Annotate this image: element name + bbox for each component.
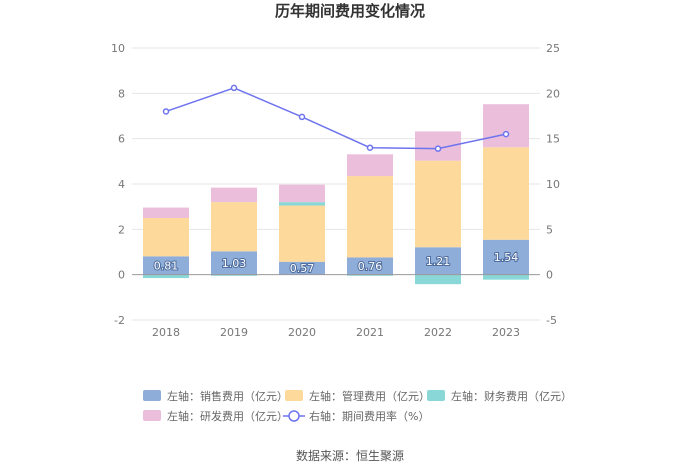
- rate-point-2022: [434, 145, 442, 152]
- right-tick-label: 20: [546, 87, 560, 100]
- bar-value-label: 0.57: [290, 262, 315, 275]
- bar-1-2019: [211, 202, 257, 252]
- legend-point-swatch: [288, 410, 300, 422]
- bar-2-2018: [143, 274, 189, 279]
- bar-1-2018: [143, 218, 189, 257]
- bar-0-2018: [143, 256, 189, 275]
- data-source: 数据来源：恒生聚源: [296, 448, 404, 463]
- left-tick-label: 2: [118, 223, 125, 236]
- bar-0-2021: [347, 257, 393, 275]
- rate-point-2019: [230, 84, 238, 92]
- legend-label: 左轴：管理费用（亿元）: [309, 389, 430, 403]
- bar-3-2023: [483, 104, 529, 148]
- rate-line: [165, 87, 507, 150]
- right-tick-label: 0: [546, 269, 553, 282]
- right-tick-label: 10: [546, 178, 560, 191]
- bar-1-2021: [347, 176, 393, 258]
- bar-1-2020: [279, 205, 325, 262]
- legend-label: 左轴：财务费用（亿元）: [451, 389, 572, 403]
- bar-series: [143, 104, 529, 285]
- legend: 左轴：销售费用（亿元） 左轴：管理费用（亿元） 左轴：财务费用（亿元） 左轴：研发费用…: [143, 389, 572, 423]
- bar-1-2022: [415, 160, 461, 248]
- legend-label: 左轴：研发费用（亿元）: [167, 409, 288, 423]
- bar-3-2018: [143, 207, 189, 218]
- bar-2-2022: [415, 274, 461, 285]
- legend-swatch: [285, 390, 303, 401]
- left-axis: -2 0 2 4 6 8 10: [111, 42, 125, 327]
- right-tick-label: -5: [546, 314, 557, 327]
- bar-value-label: 1.21: [426, 255, 451, 268]
- x-tick-label: 2019: [220, 326, 248, 339]
- x-tick-label: 2018: [152, 326, 180, 339]
- x-axis: 2018 2019 2020 2021 2022 2023: [152, 326, 520, 339]
- legend-swatch: [143, 410, 161, 421]
- x-tick-label: 2022: [424, 326, 452, 339]
- right-tick-label: 15: [546, 133, 560, 146]
- bar-3-2019: [211, 187, 257, 203]
- bar-0-2023: [483, 239, 529, 275]
- x-tick-label: 2023: [492, 326, 520, 339]
- rate-point-2021: [366, 144, 374, 151]
- rate-point-2020: [298, 113, 306, 121]
- legend-swatch: [427, 390, 445, 401]
- right-tick-label: 5: [546, 223, 553, 236]
- bar-2-2023: [483, 274, 529, 280]
- right-axis: -5 0 5 10 15 20 25: [546, 42, 560, 327]
- left-tick-label: 10: [111, 42, 125, 55]
- x-tick-label: 2020: [288, 326, 316, 339]
- left-tick-label: 6: [118, 133, 125, 146]
- bar-value-label: 0.76: [358, 260, 383, 273]
- rate-line-series: [162, 84, 510, 152]
- bar-3-2020: [279, 184, 325, 203]
- bar-2-2020: [279, 202, 325, 206]
- bar-2-2019: [211, 274, 257, 276]
- chart-title: 历年期间费用变化情况: [275, 2, 425, 20]
- bar-value-label: 1.03: [222, 257, 247, 270]
- left-tick-label: 0: [118, 269, 125, 282]
- bar-value-label: 1.54: [494, 251, 519, 264]
- bar-0-2020: [279, 261, 325, 275]
- legend-swatch: [143, 390, 161, 401]
- left-tick-label: 4: [118, 178, 125, 191]
- bar-data-labels: 0.81 1.03 0.57 0.76 1.21 1.54: [153, 250, 520, 276]
- gridlines: [132, 47, 540, 321]
- legend-label: 右轴：期间费用率（%）: [309, 409, 429, 423]
- right-tick-label: 25: [546, 42, 560, 55]
- left-tick-label: -2: [114, 314, 125, 327]
- legend-label: 左轴：销售费用（亿元）: [167, 389, 288, 403]
- rate-point-2023: [502, 130, 510, 138]
- bar-3-2021: [347, 154, 393, 177]
- bar-0-2022: [415, 247, 461, 275]
- x-tick-label: 2021: [356, 326, 384, 339]
- bar-0-2019: [211, 251, 257, 275]
- bar-2-2021: [347, 274, 393, 276]
- rate-point-2018: [162, 108, 170, 115]
- bar-value-label: 0.81: [154, 259, 179, 272]
- bar-1-2023: [483, 147, 529, 240]
- left-tick-label: 8: [118, 87, 125, 100]
